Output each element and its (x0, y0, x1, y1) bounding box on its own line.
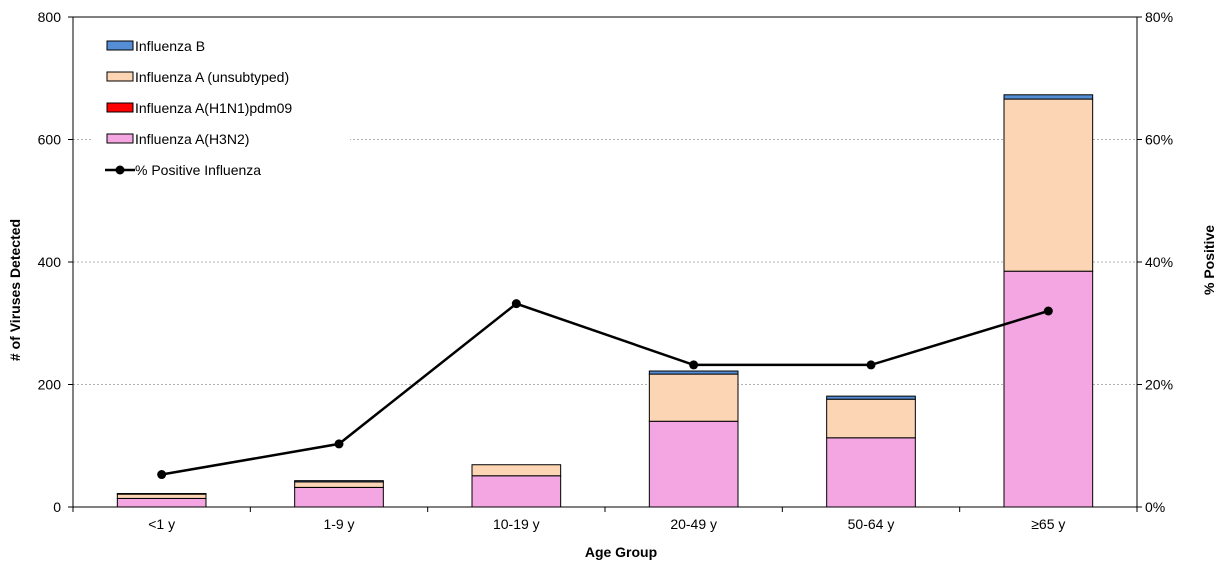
legend-label: Influenza A(H1N1)pdm09 (135, 100, 292, 116)
percent-positive-line (157, 299, 1053, 480)
y-tick-label: 200 (38, 377, 62, 393)
line-point (511, 299, 521, 309)
bar-influenza-a-unsubtyped (471, 464, 562, 477)
legend-swatch-influenza-a-h1n1-pdm09 (106, 102, 134, 113)
y2-tick-label: 60% (1145, 132, 1173, 148)
left-axis-ticks: 0 200 400 600 800 (38, 9, 73, 515)
line-point (689, 360, 699, 370)
line-point (866, 360, 876, 370)
line-point (1043, 306, 1053, 316)
y2-tick-label: 20% (1145, 377, 1173, 393)
x-tick-label: ≥65 y (1031, 516, 1065, 532)
bar-influenza-a-h3n2 (294, 486, 384, 508)
y2-tick-label: 80% (1145, 9, 1173, 25)
y2-tick-label: 40% (1145, 254, 1173, 270)
legend-swatch-influenza-b (106, 40, 134, 51)
legend-swatch-influenza-a-unsubtyped (106, 71, 134, 82)
y-tick-label: 800 (38, 9, 62, 25)
bar-influenza-b (1003, 94, 1094, 100)
y2-axis-title: % Positive (1201, 225, 1217, 295)
y2-tick-label: 0% (1145, 499, 1165, 515)
bar-influenza-b (294, 480, 384, 483)
bar-influenza-a-h3n2 (826, 437, 916, 508)
x-tick-label: <1 y (148, 516, 175, 532)
x-tick-label: 20-49 y (670, 516, 717, 532)
line-point (334, 439, 344, 449)
legend-label: Influenza B (135, 38, 205, 54)
bar-influenza-a-unsubtyped (116, 493, 207, 499)
legend-label: % Positive Influenza (135, 162, 261, 178)
legend: Influenza B Influenza A (unsubtyped) Influ… (92, 30, 350, 190)
x-axis-title: Age Group (585, 544, 657, 560)
y-tick-label: 0 (53, 499, 61, 515)
bar-influenza-a-unsubtyped (826, 398, 916, 439)
legend-swatch-marker (115, 165, 125, 175)
bar-influenza-a-unsubtyped (294, 481, 384, 488)
y-axis-title: # of Viruses Detected (7, 219, 23, 361)
legend-label: Influenza A (unsubtyped) (135, 69, 289, 85)
line-point (157, 470, 167, 480)
bar-influenza-a-h3n2 (116, 497, 207, 508)
bar-influenza-b (116, 493, 207, 495)
y-tick-label: 400 (38, 254, 62, 270)
bar-influenza-b (826, 395, 916, 400)
legend-swatch-influenza-a-h3n2 (106, 133, 134, 144)
bar-influenza-a-h3n2 (648, 420, 739, 508)
x-axis-ticks: <1 y 1-9 y 10-19 y 20-49 y 50-64 y ≥65 y (72, 507, 1138, 532)
bar-influenza-a-unsubtyped (648, 373, 739, 422)
bar-influenza-b (648, 370, 739, 375)
legend-label: Influenza A(H3N2) (135, 131, 249, 147)
legend-background (92, 30, 350, 190)
y-tick-label: 600 (38, 132, 62, 148)
x-tick-label: 10-19 y (493, 516, 540, 532)
bar-influenza-a-unsubtyped (1003, 98, 1094, 272)
bar-influenza-a-h3n2 (471, 475, 562, 508)
x-tick-label: 50-64 y (848, 516, 895, 532)
x-tick-label: 1-9 y (323, 516, 354, 532)
right-axis-ticks: 0% 20% 40% 60% 80% (1137, 9, 1173, 515)
line-percent-positive (161, 302, 1049, 476)
